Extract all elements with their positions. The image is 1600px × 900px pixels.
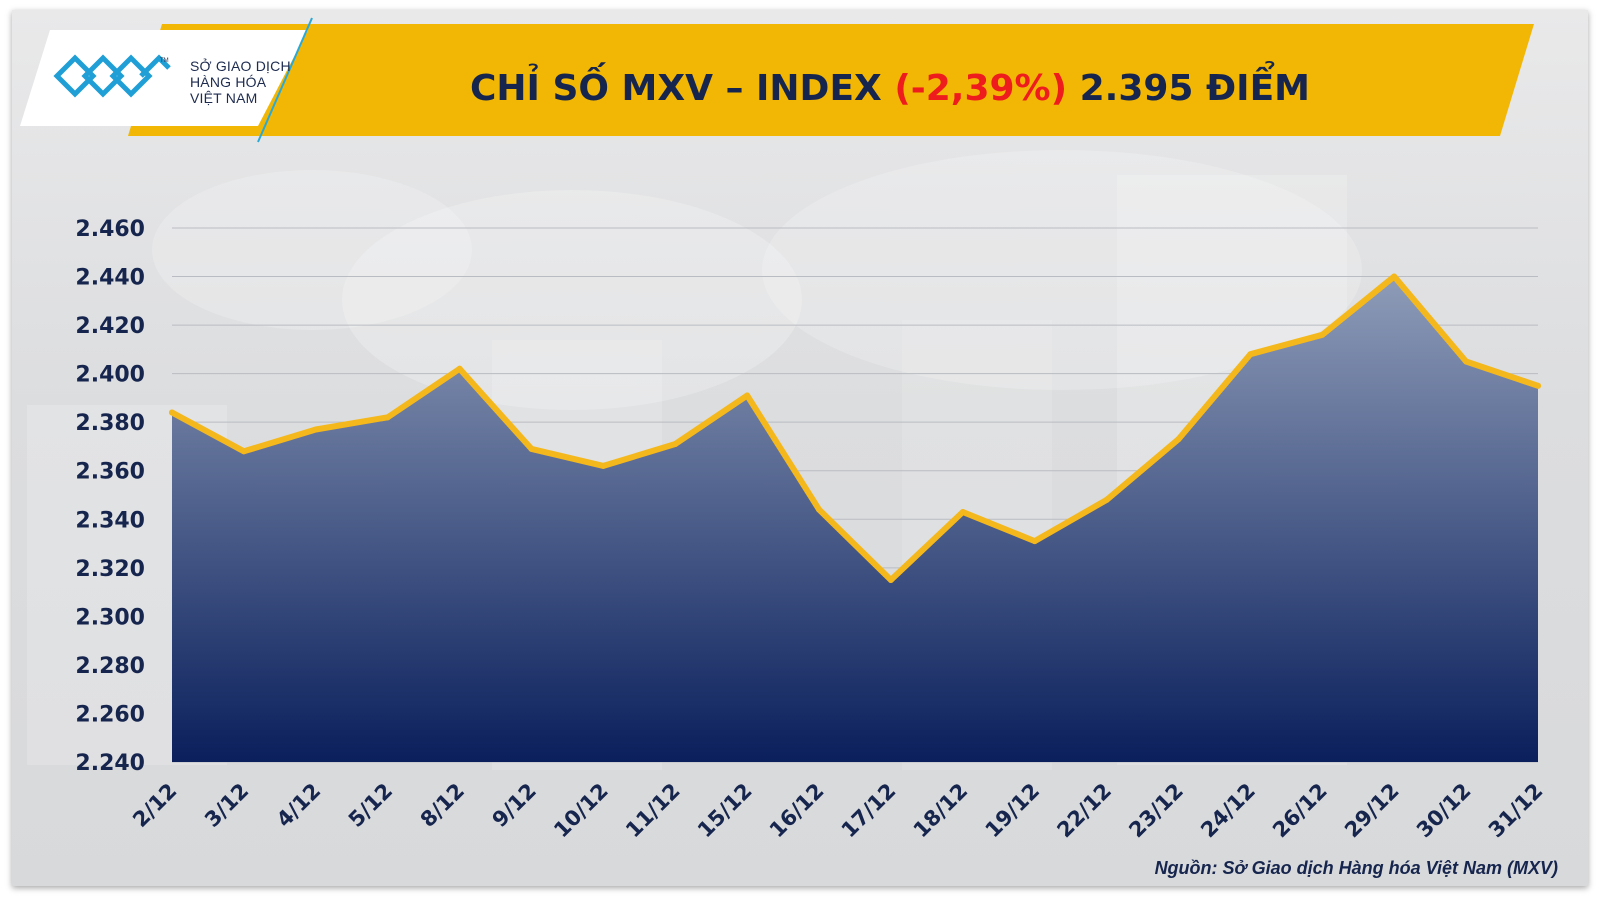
background-decoration <box>27 150 1362 770</box>
x-tick-label: 8/12 <box>416 779 469 832</box>
y-tick-label: 2.320 <box>75 557 145 582</box>
title-band <box>128 24 1534 136</box>
chart-title: CHỈ SỐ MXV – INDEX (-2,39%) 2.395 ĐIỂM <box>280 68 1500 109</box>
x-tick-label: 19/12 <box>981 779 1045 843</box>
data-point <box>1391 273 1398 280</box>
x-tick-label: 24/12 <box>1196 779 1260 843</box>
mxv-logo-icon <box>53 54 171 98</box>
x-tick-label: 31/12 <box>1484 779 1548 843</box>
x-axis: 2/12 3/12 4/12 5/12 8/12 9/12 10/12 11/12 15/12 1… <box>128 779 1547 843</box>
x-tick-label: 10/12 <box>549 779 613 843</box>
index-chart: 2.460 2.440 2.420 2.400 2.380 2.360 2.340 2.320… <box>75 217 1547 843</box>
x-tick-label: 22/12 <box>1052 779 1116 843</box>
data-point <box>744 392 751 399</box>
y-tick-label: 2.380 <box>75 411 145 436</box>
x-tick-label: 30/12 <box>1412 779 1476 843</box>
x-tick-label: 17/12 <box>837 779 901 843</box>
title-prefix: CHỈ SỐ MXV – INDEX <box>469 68 895 109</box>
y-tick-label: 2.360 <box>75 460 145 485</box>
area-layer <box>169 273 1541 762</box>
data-point <box>816 506 823 513</box>
x-tick-label: 29/12 <box>1340 779 1404 843</box>
y-tick-label: 2.440 <box>75 266 145 291</box>
data-point <box>1319 331 1326 338</box>
logo-line-1: SỞ GIAO DỊCH <box>190 58 291 74</box>
logo-panel <box>20 30 308 126</box>
data-point <box>1103 496 1110 503</box>
logo-divider <box>257 17 313 143</box>
data-point <box>384 414 391 421</box>
series-line <box>169 273 1541 583</box>
x-tick-label: 5/12 <box>344 779 397 832</box>
source-note: Nguồn: Sở Giao dịch Hàng hóa Việt Nam (M… <box>1154 858 1558 878</box>
chart-frame: TM SỞ GIAO DỊCH HÀNG HÓA VIỆT NAM CHỈ SỐ… <box>12 10 1588 886</box>
x-tick-label: 3/12 <box>200 779 253 832</box>
x-tick-label: 11/12 <box>621 779 685 843</box>
y-tick-label: 2.240 <box>75 751 145 776</box>
x-tick-label: 4/12 <box>272 779 325 832</box>
logo-line-2: HÀNG HÓA <box>190 74 267 90</box>
y-tick-label: 2.420 <box>75 314 145 339</box>
data-point <box>672 441 679 448</box>
data-point <box>1535 382 1541 389</box>
y-tick-label: 2.340 <box>75 508 145 533</box>
data-point <box>1175 436 1182 443</box>
data-point <box>600 462 607 469</box>
y-tick-label: 2.280 <box>75 654 145 679</box>
data-point <box>1463 358 1470 365</box>
data-point <box>528 445 535 452</box>
data-point <box>169 409 175 416</box>
trademark-mark: TM <box>160 58 169 64</box>
y-tick-label: 2.300 <box>75 605 145 630</box>
y-tick-label: 2.400 <box>75 363 145 388</box>
title-change: (-2,39%) <box>894 68 1068 109</box>
logo-line-3: VIỆT NAM <box>190 90 258 106</box>
x-tick-label: 9/12 <box>488 779 541 832</box>
x-tick-label: 15/12 <box>693 779 757 843</box>
title-suffix: 2.395 ĐIỂM <box>1067 68 1310 109</box>
x-tick-label: 23/12 <box>1124 779 1188 843</box>
x-tick-label: 16/12 <box>765 779 829 843</box>
y-tick-label: 2.260 <box>75 702 145 727</box>
data-point <box>959 508 966 515</box>
y-tick-label: 2.460 <box>75 217 145 242</box>
x-tick-label: 18/12 <box>909 779 973 843</box>
x-tick-label: 26/12 <box>1268 779 1332 843</box>
data-point <box>240 448 247 455</box>
title-banner <box>20 17 1534 143</box>
data-point <box>887 576 894 583</box>
y-axis: 2.460 2.440 2.420 2.400 2.380 2.360 2.340 2.320… <box>75 217 145 776</box>
data-point <box>456 365 463 372</box>
x-tick-label: 2/12 <box>128 779 181 832</box>
data-point <box>312 426 319 433</box>
series-area <box>172 276 1538 762</box>
data-point <box>1247 351 1254 358</box>
logo-text: SỞ GIAO DỊCH HÀNG HÓA VIỆT NAM <box>190 58 291 106</box>
data-point <box>1031 538 1038 545</box>
